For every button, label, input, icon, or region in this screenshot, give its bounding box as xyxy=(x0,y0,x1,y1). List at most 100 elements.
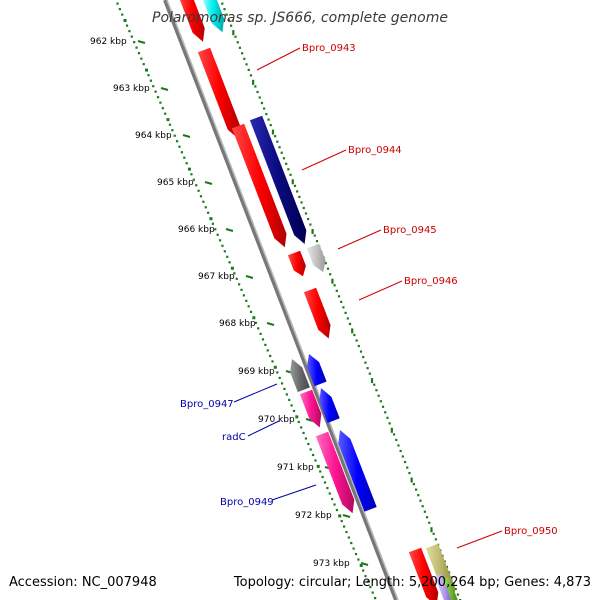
inner-tick xyxy=(333,503,336,506)
gene-arrow-bpro-0949b[interactable] xyxy=(338,430,377,512)
inner-tick xyxy=(354,552,358,556)
outer-tick xyxy=(410,477,413,483)
gene-arrow-radc[interactable] xyxy=(299,389,322,428)
gene-arrow-bpro-0945[interactable] xyxy=(306,243,326,273)
gene-arrow-bpro-0944b[interactable] xyxy=(249,115,307,244)
gene-arrow-radc-b[interactable] xyxy=(319,388,340,423)
inner-tick xyxy=(252,316,256,320)
outer-tick xyxy=(386,416,389,419)
gene-arrow-upstream[interactable] xyxy=(179,0,205,42)
inner-tick xyxy=(235,277,238,280)
inner-tick xyxy=(164,112,167,115)
outer-tick xyxy=(329,273,332,276)
outer-tick xyxy=(260,101,264,105)
outer-tick xyxy=(267,118,270,121)
kbp-label: 965 kbp xyxy=(157,178,194,188)
outer-tick xyxy=(313,234,316,237)
outer-tick xyxy=(326,267,330,270)
outer-tick xyxy=(311,228,314,234)
inner-tick-track xyxy=(116,2,377,600)
gene-arrow-bpro-0949[interactable] xyxy=(315,431,355,514)
inner-tick xyxy=(221,244,224,247)
label-radc[interactable]: radC xyxy=(222,432,246,443)
inner-tick xyxy=(190,173,193,176)
inner-tick xyxy=(133,41,136,44)
kbp-label: 968 kbp xyxy=(219,319,256,329)
outer-tick xyxy=(428,521,431,524)
outer-tick xyxy=(223,8,226,11)
gene-arrow-bpro-0950c[interactable] xyxy=(434,573,453,600)
leader-bpro-0943 xyxy=(256,47,301,71)
inner-tick xyxy=(245,299,248,302)
gene-arrow-bpro-0947b[interactable] xyxy=(307,354,327,387)
outer-tick xyxy=(423,510,426,513)
inner-tick xyxy=(202,200,205,203)
outer-tick xyxy=(315,240,319,243)
gene-arrow-bpro-0947[interactable] xyxy=(290,359,310,393)
outer-tick xyxy=(249,74,253,77)
outer-tick xyxy=(368,372,371,375)
inner-tick xyxy=(326,486,329,490)
gene-arrow-bpro-0943[interactable] xyxy=(197,47,240,139)
inner-tick xyxy=(156,96,160,99)
outer-tick xyxy=(412,483,415,486)
outer-tick xyxy=(300,201,303,204)
inner-tick xyxy=(285,393,288,396)
inner-tick xyxy=(264,343,267,346)
inner-tick xyxy=(338,514,342,518)
outer-tick xyxy=(375,389,378,392)
inner-tick xyxy=(347,536,350,539)
inner-tick xyxy=(195,184,198,187)
inner-tick xyxy=(242,294,246,297)
inner-tick xyxy=(199,195,203,198)
gene-arrow-bpro-0946[interactable] xyxy=(303,287,331,339)
inner-tick xyxy=(161,107,164,110)
inner-tick xyxy=(125,24,129,27)
outer-tick xyxy=(421,505,424,508)
inner-tick xyxy=(302,431,305,435)
inner-tick xyxy=(197,189,200,192)
label-bpro-0945[interactable]: Bpro_0945 xyxy=(383,225,437,236)
label-bpro-0949[interactable]: Bpro_0949 xyxy=(220,497,274,508)
label-bpro-0946[interactable]: Bpro_0946 xyxy=(404,276,458,287)
inner-tick xyxy=(359,563,363,567)
outer-tick xyxy=(456,593,459,596)
inner-tick xyxy=(273,365,277,369)
inner-tick xyxy=(335,508,339,512)
outer-tick xyxy=(395,438,398,442)
outer-tick xyxy=(324,262,327,265)
outer-tick xyxy=(227,19,231,22)
inner-tick xyxy=(311,453,315,457)
inner-tick xyxy=(183,156,186,159)
outer-tick xyxy=(304,212,308,215)
inner-tick xyxy=(123,19,127,23)
gene-arrow-bpro-0950d[interactable] xyxy=(443,576,460,600)
inner-tick xyxy=(228,261,231,264)
inner-tick xyxy=(211,222,214,225)
leader-bpro-0946 xyxy=(358,280,403,301)
label-bpro-0944[interactable]: Bpro_0944 xyxy=(348,145,402,156)
kbp-label: 966 kbp xyxy=(178,225,215,235)
gene-arrow-bpro-0950[interactable] xyxy=(408,547,439,600)
outer-tick xyxy=(333,284,336,287)
outer-tick xyxy=(406,466,409,469)
outer-tick xyxy=(265,112,268,116)
inner-tick xyxy=(238,283,241,286)
outer-tick xyxy=(296,190,299,193)
inner-tick xyxy=(254,321,257,324)
label-bpro-0947[interactable]: Bpro_0947 xyxy=(180,399,234,410)
inner-tick xyxy=(259,332,262,335)
inner-tick xyxy=(230,266,234,270)
inner-tick xyxy=(374,597,377,600)
outer-tick xyxy=(370,378,374,384)
label-bpro-0943[interactable]: Bpro_0943 xyxy=(302,43,356,54)
inner-tick xyxy=(145,68,149,72)
outer-tick xyxy=(278,146,281,149)
gene-arrow-bpro-0945b[interactable] xyxy=(287,250,306,277)
inner-tick xyxy=(233,272,236,275)
label-bpro-0950[interactable]: Bpro_0950 xyxy=(504,526,558,537)
outer-tick xyxy=(291,179,294,185)
gene-arrow-upstream-cyan[interactable] xyxy=(202,0,225,33)
inner-tick xyxy=(176,140,179,143)
gene-arrow-bpro-0944[interactable] xyxy=(231,123,287,248)
